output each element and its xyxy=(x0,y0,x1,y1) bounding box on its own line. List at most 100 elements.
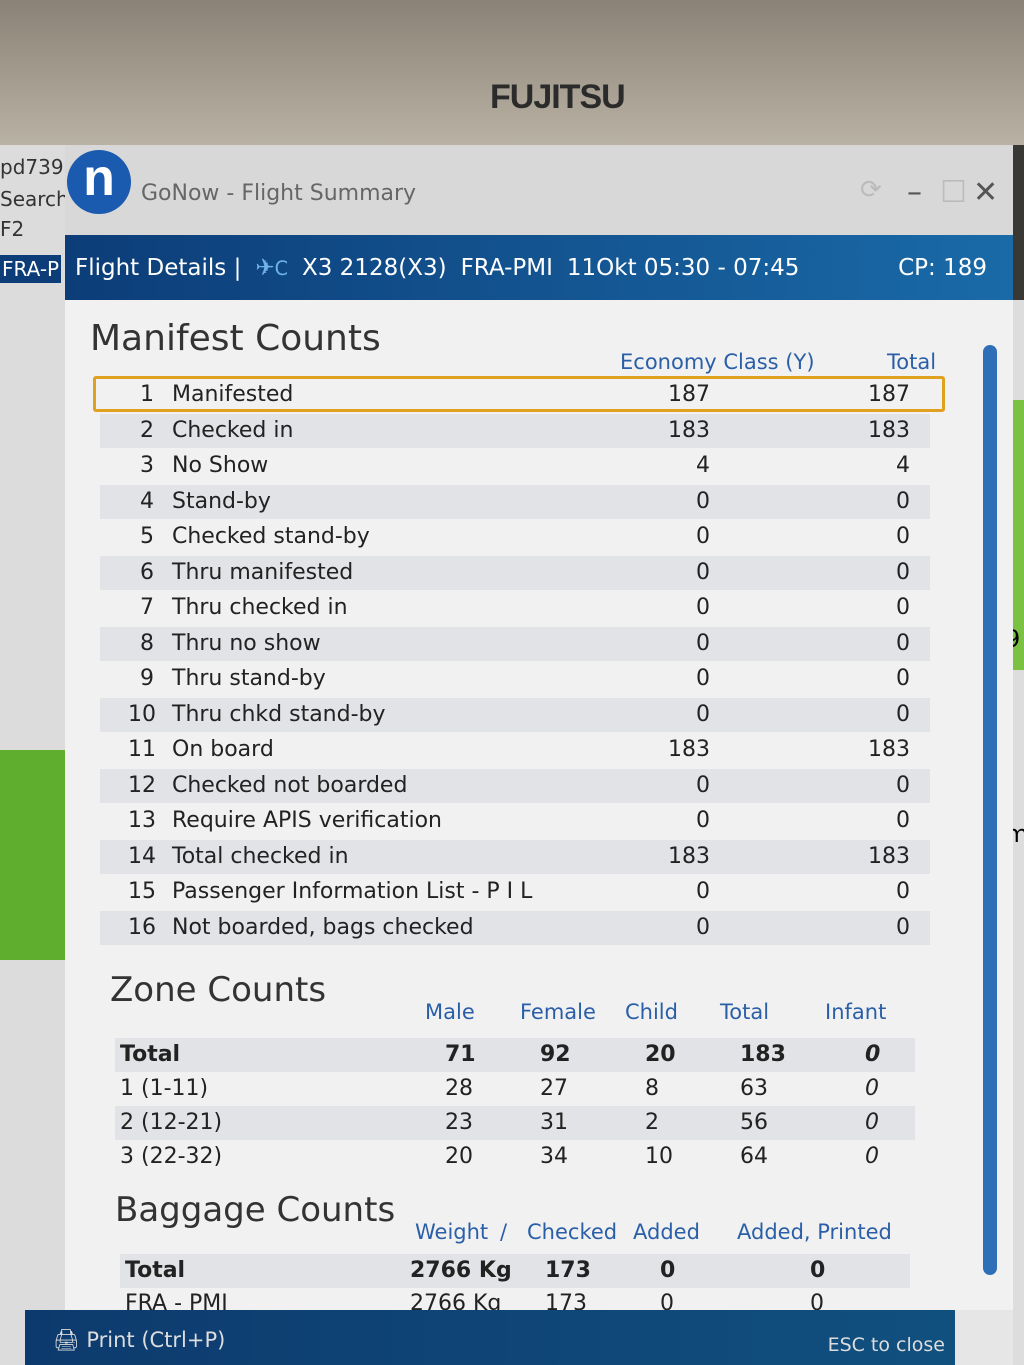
zone-col-header: Male xyxy=(425,1000,475,1024)
row-label: No Show xyxy=(172,453,269,478)
manifest-row: 14 Total checked in 183 183 xyxy=(100,839,930,874)
row-number: 8 xyxy=(140,630,154,656)
total-value: 0 xyxy=(896,524,910,549)
bg-text: F2 xyxy=(0,217,25,241)
selected-row-highlight xyxy=(93,376,945,412)
row-number: 14 xyxy=(128,843,156,869)
zone-col-header: Child xyxy=(625,1000,678,1024)
minimize-button[interactable]: – xyxy=(907,175,922,210)
baggage-col-header: Added xyxy=(633,1220,700,1244)
total-value: 0 xyxy=(896,559,910,585)
row-label: Passenger Information List - P I L xyxy=(172,879,533,904)
row-label: Thru no show xyxy=(172,630,321,656)
economy-value: 0 xyxy=(696,630,710,656)
manifest-row: 2 Checked in 183 183 xyxy=(100,413,930,448)
row-label: Thru chkd stand-by xyxy=(172,701,386,727)
zone-value: 31 xyxy=(540,1110,568,1135)
zone-value: 183 xyxy=(740,1042,786,1067)
zone-value: 34 xyxy=(540,1144,568,1169)
economy-value: 0 xyxy=(696,914,710,940)
baggage-col-header: / xyxy=(500,1220,508,1244)
economy-value: 0 xyxy=(696,488,710,514)
manifest-row: 7 Thru checked in 0 0 xyxy=(100,591,930,625)
zone-value: 2 xyxy=(645,1110,659,1135)
col-total: Total xyxy=(887,350,937,374)
total-value: 0 xyxy=(896,595,910,620)
baggage-col-header: Added, Printed xyxy=(737,1220,892,1244)
zone-col-header: Female xyxy=(520,1000,596,1024)
total-value: 183 xyxy=(868,737,910,762)
economy-value: 0 xyxy=(696,808,710,833)
col-economy: Economy Class (Y) xyxy=(620,350,815,374)
row-number: 6 xyxy=(140,559,154,585)
row-number: 4 xyxy=(140,488,154,514)
zone-title: Zone Counts xyxy=(110,970,327,1010)
total-value: 0 xyxy=(896,488,910,514)
monitor-brand-logo: FUJITSU xyxy=(490,78,626,116)
total-value: 0 xyxy=(896,879,910,904)
economy-value: 0 xyxy=(696,595,710,620)
economy-value: 4 xyxy=(696,453,710,478)
zone-label: 1 (1-11) xyxy=(120,1076,209,1101)
economy-value: 0 xyxy=(696,559,710,585)
manifest-row: 12 Checked not boarded 0 0 xyxy=(100,768,930,803)
manifest-row: 11 On board 183 183 xyxy=(100,733,930,767)
economy-value: 0 xyxy=(696,524,710,549)
zone-value: 0 xyxy=(865,1042,881,1067)
zone-label: 2 (12-21) xyxy=(120,1110,223,1135)
total-value: 0 xyxy=(896,666,910,691)
print-label: Print (Ctrl+P) xyxy=(86,1328,226,1352)
zone-value: 27 xyxy=(540,1076,568,1101)
baggage-value: 173 xyxy=(545,1258,591,1283)
date-time: 11Okt 05:30 - 07:45 xyxy=(566,254,800,281)
economy-value: 183 xyxy=(668,737,710,762)
row-number: 10 xyxy=(128,701,156,727)
zone-value: 0 xyxy=(865,1144,879,1169)
manifest-row: 5 Checked stand-by 0 0 xyxy=(100,520,930,554)
baggage-col-header: Checked xyxy=(527,1220,618,1244)
economy-value: 0 xyxy=(696,666,710,691)
maximize-button[interactable]: ☐ xyxy=(940,175,967,210)
app-logo: n xyxy=(67,150,131,214)
row-number: 16 xyxy=(128,914,156,940)
monitor-bezel: FUJITSU xyxy=(0,0,1024,145)
manifest-row: 16 Not boarded, bags checked 0 0 xyxy=(100,910,930,945)
baggage-row: Total 2766 Kg 173 0 0 xyxy=(120,1254,910,1288)
section-label: Flight Details | xyxy=(75,254,242,281)
zone-value: 0 xyxy=(865,1076,879,1101)
economy-value: 0 xyxy=(696,879,710,904)
airline-plane-icon: ✈C xyxy=(255,254,288,281)
row-label: Stand-by xyxy=(172,488,271,514)
row-label: Checked in xyxy=(172,417,294,443)
zone-row: 2 (12-21) 23 31 2 56 0 xyxy=(115,1106,915,1140)
cp-count: CP: 189 xyxy=(898,255,987,281)
row-number: 5 xyxy=(140,524,154,549)
row-label: Require APIS verification xyxy=(172,808,442,833)
manifest-row: 3 No Show 4 4 xyxy=(100,449,930,483)
refresh-icon[interactable]: ⟳ xyxy=(860,175,882,205)
flight-number: X3 2128(X3) xyxy=(301,254,447,281)
manifest-row: 9 Thru stand-by 0 0 xyxy=(100,662,930,696)
zone-value: 8 xyxy=(645,1076,659,1101)
print-button[interactable]: 🖨 Print (Ctrl+P) xyxy=(53,1328,226,1352)
zone-value: 20 xyxy=(645,1042,676,1067)
economy-value: 183 xyxy=(668,843,710,869)
total-value: 0 xyxy=(896,772,910,798)
bg-route-tab: FRA-P xyxy=(0,255,62,283)
zone-value: 0 xyxy=(865,1110,879,1135)
esc-hint: ESC to close xyxy=(827,1334,945,1356)
zone-value: 56 xyxy=(740,1110,768,1135)
manifest-row: 6 Thru manifested 0 0 xyxy=(100,555,930,590)
title-bar[interactable]: n GoNow - Flight Summary ⟳ – ☐ ✕ xyxy=(65,145,1013,235)
row-label: Manifested xyxy=(172,382,294,407)
close-button[interactable]: ✕ xyxy=(973,175,999,210)
total-value: 183 xyxy=(868,843,910,869)
manifest-row: 15 Passenger Information List - P I L 0 0 xyxy=(100,875,930,909)
scrollbar[interactable] xyxy=(983,345,997,1275)
total-value: 0 xyxy=(896,701,910,727)
baggage-title: Baggage Counts xyxy=(115,1190,396,1230)
zone-value: 20 xyxy=(445,1144,473,1169)
row-label: Thru manifested xyxy=(172,559,354,585)
zone-col-header: Total xyxy=(720,1000,770,1024)
baggage-value: 0 xyxy=(660,1291,674,1316)
